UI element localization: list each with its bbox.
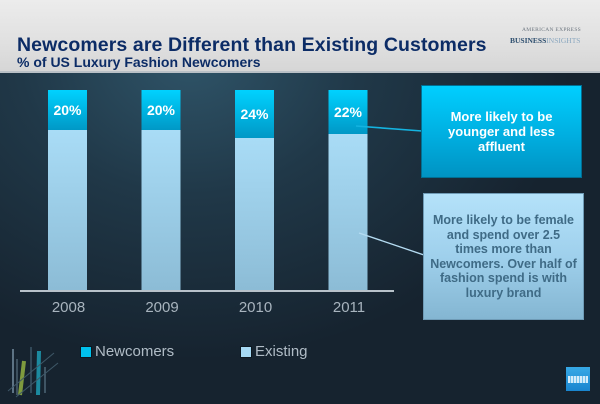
page-subtitle: % of US Luxury Fashion Newcomers [17, 54, 261, 70]
legend-item-newcomers: Newcomers [80, 343, 174, 360]
bar-existing-2008 [48, 130, 87, 290]
x-tick-label-2011: 2011 [333, 299, 365, 316]
data-label-2009: 20% [147, 102, 176, 118]
amex-logo-band [568, 375, 588, 383]
x-tick-label-2008: 2008 [52, 299, 85, 316]
decorative-lines-icon [7, 347, 59, 398]
brand-logo: BUSINESSINSIGHTS [510, 36, 580, 45]
bar-existing-2009 [141, 130, 181, 290]
labels-layer: 20% 2008 20% 2009 24% 2010 22% 2011 [52, 102, 365, 316]
legend: Newcomers Existing [0, 343, 400, 363]
bar-newcomers-2008 [48, 90, 87, 130]
bars-layer [48, 90, 368, 290]
legend-swatch-newcomers [80, 345, 92, 358]
callout-existing: More likely to be female and spend over … [423, 193, 584, 320]
legend-label-newcomers: Newcomers [95, 343, 175, 360]
callout-newcomers: More likely to be younger and less afflu… [421, 85, 582, 178]
x-tick-label-2009: 2009 [145, 299, 178, 316]
bar-existing-2011 [328, 134, 368, 290]
legend-label-existing: Existing [255, 343, 308, 360]
amex-logo-icon [566, 367, 590, 391]
header: Newcomers are Different than Existing Cu… [0, 0, 600, 73]
brand-insights: INSIGHTS [546, 36, 581, 45]
connector-existing [358, 232, 425, 256]
bar-newcomers-2010 [235, 90, 274, 138]
bar-existing-2010 [235, 138, 274, 290]
data-label-2008: 20% [53, 102, 82, 118]
data-label-2010: 24% [240, 106, 269, 122]
bar-newcomers-2009 [141, 90, 181, 130]
brand-name: AMERICAN EXPRESS [522, 27, 582, 33]
legend-item-existing: Existing [240, 343, 308, 360]
x-tick-label-2010: 2010 [239, 299, 272, 316]
data-label-2011: 22% [334, 104, 363, 120]
connector-newcomers [355, 125, 423, 132]
legend-swatch-existing [240, 345, 252, 358]
page-title: Newcomers are Different than Existing Cu… [17, 34, 487, 56]
brand-business: BUSINESS [510, 36, 547, 45]
